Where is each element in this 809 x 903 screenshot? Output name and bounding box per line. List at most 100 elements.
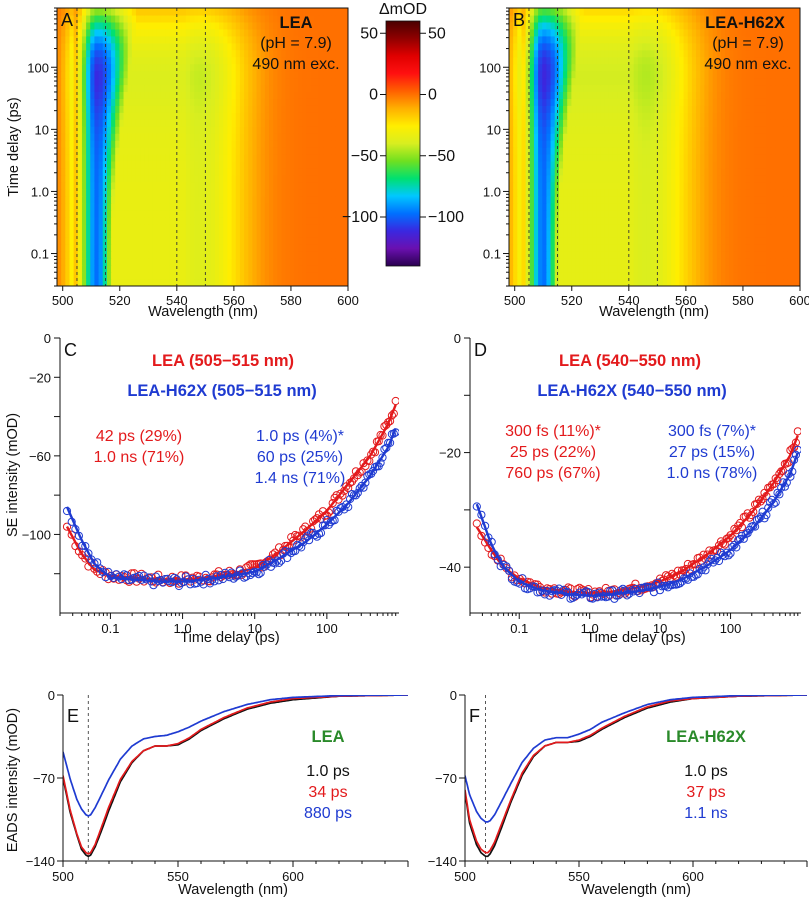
heatmap-cell [650, 105, 656, 113]
heatmap-cell [571, 237, 577, 245]
heatmap-cell [509, 70, 514, 79]
heatmap-cell [513, 167, 518, 176]
heatmap-cell [517, 63, 523, 72]
heatmap-cell [343, 202, 348, 211]
heatmap-cell [94, 223, 100, 231]
heatmap-cell [61, 209, 66, 218]
heatmap-cell [106, 216, 112, 225]
heatmap-cell [571, 160, 577, 169]
heatmap-cell [745, 153, 751, 162]
heatmap-cell [298, 223, 303, 231]
heatmap-cell [571, 174, 577, 183]
heatmap-cell [298, 49, 303, 58]
heatmap-cell [725, 258, 730, 266]
heatmap-cell [169, 160, 174, 169]
heatmap-cell [671, 160, 676, 169]
heatmap-cell [509, 244, 514, 252]
heatmap-cell [210, 223, 216, 231]
heatmap-cell [758, 258, 764, 266]
heatmap-cell [666, 119, 672, 127]
heatmap-cell [264, 56, 270, 65]
heatmap-cell [509, 251, 514, 259]
heatmap-cell [177, 147, 183, 155]
heatmap-cell [293, 49, 299, 58]
heatmap-cell [131, 188, 137, 197]
heatmap-cell [339, 112, 345, 120]
heatmap-cell [783, 77, 789, 86]
heatmap-cell [600, 195, 606, 204]
heatmap-cell [343, 28, 348, 37]
heatmap-cell [323, 230, 328, 238]
heatmap-cell [335, 140, 341, 148]
heatmap-cell [135, 8, 141, 16]
heatmap-cell [721, 91, 726, 99]
heatmap-cell [721, 237, 726, 245]
heatmap-cell [98, 244, 104, 252]
heatmap-cell [671, 209, 676, 218]
heatmap-cell [94, 209, 100, 218]
heatmap-cell [704, 265, 710, 273]
heatmap-cell [86, 91, 91, 99]
heatmap-cell [285, 188, 291, 197]
panel-label-a: A [61, 10, 73, 30]
heatmap-cell [683, 140, 689, 148]
heatmap-cell [779, 258, 784, 266]
heatmap-cell [575, 119, 581, 127]
heatmap-cell [575, 133, 581, 141]
heatmap-cell [509, 77, 514, 86]
heatmap-cell [621, 181, 626, 190]
heatmap-cell [567, 216, 572, 225]
heatmap-cell [679, 216, 685, 225]
heatmap-cell [90, 160, 96, 169]
heatmap-cell [629, 126, 635, 134]
heatmap-cell [725, 174, 730, 183]
heatmap-cell [81, 195, 87, 204]
heatmap-cell [219, 112, 224, 120]
heatmap-cell [185, 258, 191, 266]
heatmap-cell [252, 42, 258, 51]
heatmap-cell [144, 209, 150, 218]
heatmap-cell [770, 98, 776, 106]
heatmap-cell [600, 223, 606, 231]
heatmap-cell [658, 126, 664, 134]
heatmap-cell [538, 216, 543, 225]
heatmap-cell [642, 84, 647, 92]
heatmap-cell [57, 105, 62, 113]
heatmap-cell [671, 91, 676, 99]
heatmap-cell [608, 265, 614, 273]
heatmap-cell [509, 216, 514, 225]
heatmap-cell [98, 209, 104, 218]
heatmap-cell [273, 258, 278, 266]
heatmap-cell [335, 119, 341, 127]
heatmap-cell [206, 195, 212, 204]
heatmap-cell [119, 147, 125, 155]
heatmap-cell [583, 133, 589, 141]
heatmap-cell [115, 223, 120, 231]
heatmap-cell [302, 133, 308, 141]
heatmap-cell [721, 230, 726, 238]
heatmap-cell [671, 153, 676, 162]
heatmap-cell [683, 195, 689, 204]
heatmap-cell [131, 112, 137, 120]
heatmap-cell [517, 70, 523, 79]
heatmap-cell [787, 174, 793, 183]
heatmap-cell [306, 14, 312, 23]
heatmap-cell [144, 35, 150, 44]
heatmap-cell [600, 279, 606, 286]
heatmap-cell [791, 133, 797, 141]
heatmap-cell [729, 174, 735, 183]
heatmap-cell [190, 209, 195, 218]
heatmap-cell [239, 147, 245, 155]
heatmap-cell [683, 167, 689, 176]
heatmap-cell [617, 188, 622, 197]
heatmap-cell [102, 237, 108, 245]
heatmap-cell [127, 98, 133, 106]
heatmap-cell [202, 28, 208, 37]
heatmap-cell [783, 237, 789, 245]
heatmap-cell [310, 105, 316, 113]
heatmap-cell [596, 230, 602, 238]
heatmap-cell [160, 216, 166, 225]
heatmap-cell [119, 133, 125, 141]
heatmap-cell [550, 223, 556, 231]
heatmap-cell [741, 188, 747, 197]
